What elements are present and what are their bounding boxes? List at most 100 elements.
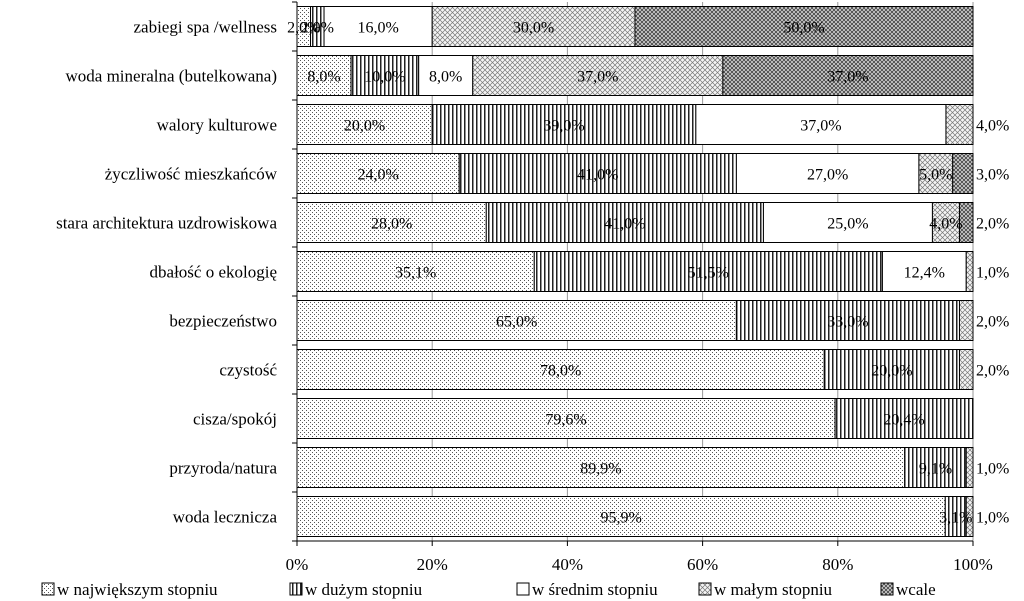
data-label: 8,0% xyxy=(429,69,462,86)
data-label: 2,0% xyxy=(976,216,1009,233)
bar-segment xyxy=(965,496,974,537)
x-tick-label: 100% xyxy=(953,555,993,574)
bars xyxy=(296,6,974,537)
category-labels: zabiegi spa /wellness woda mineralna (but… xyxy=(56,18,278,527)
data-label: 41,0% xyxy=(604,216,645,233)
legend-swatch xyxy=(41,582,55,596)
data-label: 1,0% xyxy=(976,510,1009,527)
bar-segment xyxy=(695,104,947,145)
bar-segment xyxy=(296,104,433,145)
bar-segment xyxy=(762,202,933,243)
bar-segment xyxy=(431,6,636,47)
data-label: 51,5% xyxy=(688,265,729,282)
bar-segment xyxy=(296,153,460,194)
data-label: 95,9% xyxy=(600,510,641,527)
bar-segment xyxy=(881,251,967,292)
bar-segment xyxy=(823,349,960,390)
bar-segment xyxy=(931,202,960,243)
bar-segment xyxy=(458,153,737,194)
bar-segment xyxy=(296,55,352,96)
bar-segment xyxy=(533,251,883,292)
data-label: 79,6% xyxy=(545,412,586,429)
data-label: 25,0% xyxy=(827,216,868,233)
x-tick-label: 80% xyxy=(822,555,853,574)
legend-label: w małym stopniu xyxy=(714,580,833,599)
data-labels: 2,0%2,0% 16,0% 30,0% 50,0%8,0% 10,0% 8,0% 37,0… xyxy=(287,20,1009,527)
category-label: cisza/spokój xyxy=(193,410,277,429)
data-label: 3,0% xyxy=(976,167,1009,184)
bar-segment xyxy=(735,153,920,194)
category-label: bezpieczeństwo xyxy=(169,312,277,331)
legend: w największym stopniu w dużym stopniu w śr… xyxy=(41,580,936,599)
x-axis: 0% 20% 40% 60% 80% 100% xyxy=(286,1,993,574)
legend-swatch xyxy=(880,582,894,596)
legend-label: w największym stopniu xyxy=(57,580,218,599)
data-label: 78,0% xyxy=(540,363,581,380)
data-label: 2,0% xyxy=(976,363,1009,380)
bar-segment xyxy=(958,300,974,341)
bar-segment xyxy=(472,55,724,96)
data-label: 20,0% xyxy=(871,363,912,380)
bar-segment xyxy=(834,398,974,439)
bar-segment xyxy=(958,202,974,243)
data-label: 37,0% xyxy=(577,69,618,86)
data-label: 30,0% xyxy=(513,20,554,37)
data-label: 20,0% xyxy=(344,118,385,135)
category-label: walory kulturowe xyxy=(157,116,277,135)
category-label: życzliwość mieszkańców xyxy=(105,165,278,184)
category-label: woda mineralna (butelkowana) xyxy=(66,67,277,86)
data-label: 2,0% xyxy=(976,314,1009,331)
data-label: 89,9% xyxy=(580,461,621,478)
legend-label: w dużym stopniu xyxy=(305,580,423,599)
bar-segment xyxy=(634,6,974,47)
data-label: 50,0% xyxy=(783,20,824,37)
legend-swatch xyxy=(698,582,712,596)
category-label: zabiegi spa /wellness xyxy=(133,18,277,37)
data-label: 24,0% xyxy=(357,167,398,184)
bar-segment xyxy=(418,55,474,96)
bar-segment xyxy=(722,55,974,96)
bar-segment xyxy=(296,251,535,292)
data-label: 27,0% xyxy=(807,167,848,184)
data-label: 4,0% xyxy=(929,216,962,233)
category-label: stara architektura uzdrowiskowa xyxy=(56,214,277,233)
x-tick-label: 40% xyxy=(552,555,583,574)
data-label: 16,0% xyxy=(357,20,398,37)
data-label: 9,1% xyxy=(919,461,952,478)
data-label: 12,4% xyxy=(904,265,945,282)
x-tick-label: 0% xyxy=(286,555,309,574)
legend-label: wcale xyxy=(896,580,936,599)
data-label: 3,1% xyxy=(939,510,972,527)
bar-segment xyxy=(918,153,954,194)
x-tick-label: 60% xyxy=(687,555,718,574)
legend-swatch xyxy=(289,582,303,596)
bar-segment xyxy=(323,6,433,47)
data-label: 37,0% xyxy=(827,69,868,86)
bar-segment xyxy=(485,202,764,243)
data-label: 41,0% xyxy=(577,167,618,184)
data-label: 2,0% xyxy=(287,20,320,37)
data-label: 35,1% xyxy=(395,265,436,282)
bar-segment xyxy=(904,447,967,488)
category-label: woda lecznicza xyxy=(173,508,278,527)
bar-segment xyxy=(945,104,974,145)
bar-segment xyxy=(350,55,420,96)
data-label: 28,0% xyxy=(371,216,412,233)
data-label: 33,0% xyxy=(827,314,868,331)
data-label: 20,4% xyxy=(883,412,924,429)
bar-segment xyxy=(952,153,974,194)
bar-segment xyxy=(296,349,825,390)
data-label: 2,0% xyxy=(301,20,334,37)
data-label: 10,0% xyxy=(364,69,405,86)
bar-segment xyxy=(958,349,974,390)
data-label: 4,0% xyxy=(976,118,1009,135)
x-tick-label: 20% xyxy=(417,555,448,574)
data-label: 37,0% xyxy=(800,118,841,135)
data-label: 65,0% xyxy=(496,314,537,331)
bar-segment xyxy=(965,251,974,292)
bar-segment xyxy=(735,300,960,341)
data-label: 5,0% xyxy=(919,167,952,184)
bar-segment xyxy=(965,447,974,488)
data-label: 39,0% xyxy=(543,118,584,135)
